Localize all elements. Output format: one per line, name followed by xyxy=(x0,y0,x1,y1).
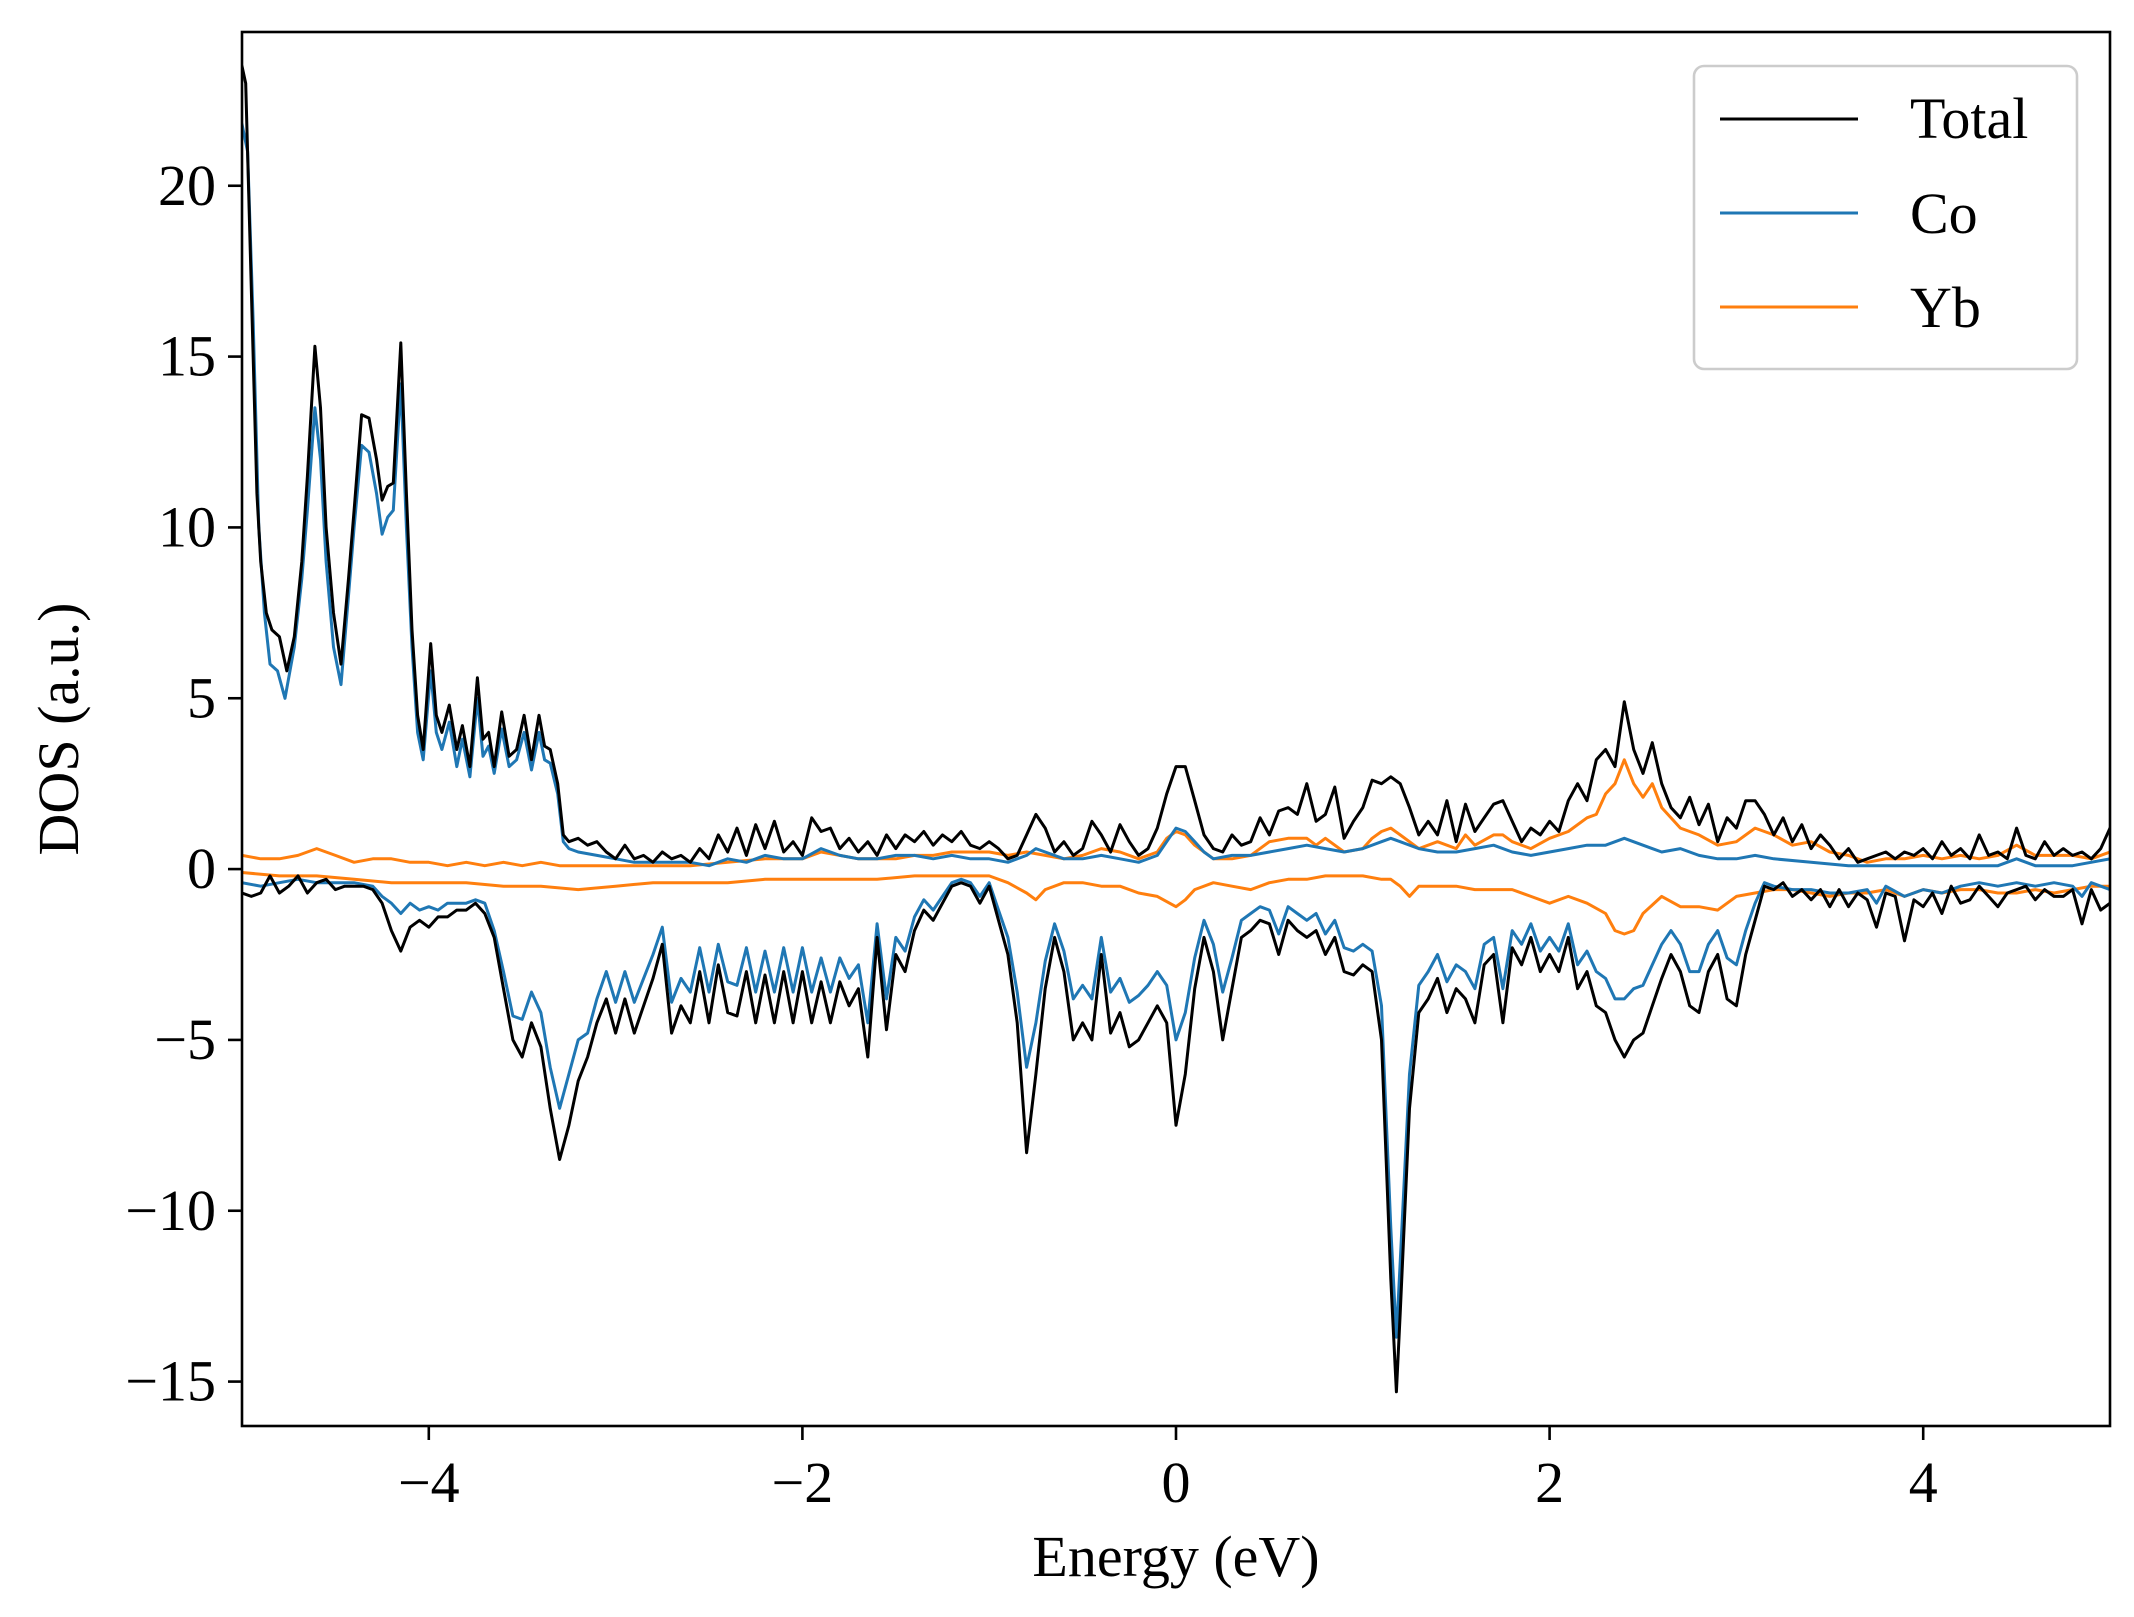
y-tick-label: 15 xyxy=(158,324,216,389)
series-layer xyxy=(242,64,2110,1394)
x-tick-label: 0 xyxy=(1162,1450,1191,1515)
series-line-total-down xyxy=(242,874,2110,1394)
legend-label-yb: Yb xyxy=(1910,275,1981,340)
series-line-co-up xyxy=(242,122,2110,868)
series-line-total-up xyxy=(242,64,2110,864)
x-tick-label: −2 xyxy=(772,1450,834,1515)
x-axis-label: Energy (eV) xyxy=(1032,1524,1319,1589)
y-axis-label: DOS (a.u.) xyxy=(26,603,91,856)
y-tick-label: −15 xyxy=(125,1349,216,1414)
y-tick-label: 20 xyxy=(158,153,216,218)
x-tick-label: 2 xyxy=(1535,1450,1564,1515)
y-tick-label: −10 xyxy=(125,1178,216,1243)
legend-box xyxy=(1692,64,2079,371)
series-line-co-down xyxy=(242,877,2110,1339)
y-tick-label: 5 xyxy=(187,665,216,730)
y-tick-label: −5 xyxy=(154,1007,216,1072)
legend: Total Co Yb xyxy=(1692,64,2079,371)
legend-label-total: Total xyxy=(1910,86,2028,151)
y-tick-label: 10 xyxy=(158,494,216,559)
legend-label-co: Co xyxy=(1910,181,1978,246)
x-tick-label: 4 xyxy=(1909,1450,1938,1515)
x-tick-label: −4 xyxy=(398,1450,460,1515)
y-ticks: −15 −10 −5 0 5 10 15 20 xyxy=(125,153,242,1414)
series-line-yb-up xyxy=(242,758,2110,868)
y-tick-label: 0 xyxy=(187,836,216,901)
x-ticks: −4 −2 0 2 4 xyxy=(398,1426,1938,1515)
